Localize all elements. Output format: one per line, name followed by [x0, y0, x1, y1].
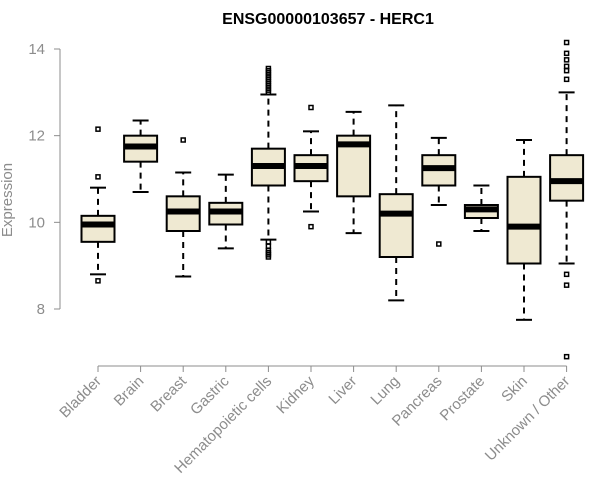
box-group	[463, 184, 499, 232]
box-group	[80, 126, 116, 284]
box-group	[549, 39, 585, 360]
y-axis: 8 10 12 14	[28, 41, 61, 318]
outlier-point	[563, 353, 570, 360]
x-tick-label: Kidney	[273, 372, 318, 417]
iqr-box	[549, 154, 585, 202]
box-group	[165, 137, 201, 278]
box-group	[336, 110, 372, 235]
box-group	[378, 104, 414, 302]
chart-title: ENSG00000103657 - HERC1	[222, 11, 434, 28]
outlier-point	[95, 174, 101, 180]
y-tick-label: 14	[28, 41, 45, 58]
outlier-point	[265, 243, 272, 249]
y-tick-label: 12	[28, 128, 45, 145]
x-tick-label: Liver	[325, 373, 360, 408]
outlier-point	[563, 63, 570, 70]
iqr-box	[506, 175, 542, 265]
x-tick-label: Prostate	[437, 373, 489, 425]
box-group	[421, 136, 457, 247]
outlier-point	[180, 137, 186, 143]
box-group	[208, 173, 244, 250]
x-tick-label: Bladder	[56, 373, 105, 422]
outlier-point	[95, 278, 101, 284]
outlier-point	[436, 241, 442, 247]
outlier-point	[308, 104, 314, 111]
outlier-point	[308, 223, 314, 230]
y-tick-label: 8	[37, 301, 45, 318]
iqr-box	[80, 214, 116, 243]
x-tick-label: Brain	[111, 373, 148, 410]
outlier-point	[563, 57, 570, 63]
outlier-point	[265, 65, 272, 72]
box-group	[293, 104, 329, 230]
box-series	[80, 39, 585, 360]
box-group	[506, 139, 542, 321]
x-tick-label: Breast	[147, 372, 190, 415]
x-tick-label: Skin	[498, 373, 531, 406]
outlier-point	[563, 67, 570, 74]
outlier-point	[563, 271, 570, 278]
outlier-point	[563, 282, 570, 288]
outlier-point	[265, 239, 272, 245]
outlier-point	[563, 39, 570, 46]
box-group	[250, 65, 286, 260]
box-group	[123, 119, 159, 193]
y-axis-label: Expression	[0, 163, 16, 237]
outlier-point	[95, 126, 101, 132]
outlier-point	[563, 50, 570, 57]
y-tick-label: 10	[28, 214, 45, 231]
iqr-box	[378, 193, 414, 259]
x-tick-label: Lung	[367, 373, 403, 409]
outlier-point	[563, 76, 570, 83]
